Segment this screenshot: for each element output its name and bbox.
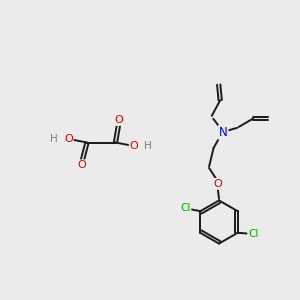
Text: O: O xyxy=(213,179,222,189)
Text: Cl: Cl xyxy=(248,229,259,239)
Text: O: O xyxy=(130,141,139,151)
Text: O: O xyxy=(64,134,73,144)
Text: O: O xyxy=(77,160,86,170)
Text: O: O xyxy=(115,115,124,125)
Text: N: N xyxy=(219,126,228,139)
Text: H: H xyxy=(50,134,58,144)
Text: H: H xyxy=(144,141,152,151)
Text: Cl: Cl xyxy=(180,203,190,213)
